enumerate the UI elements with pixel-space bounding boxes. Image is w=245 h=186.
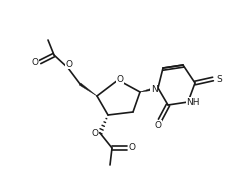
Text: O: O <box>128 144 135 153</box>
Text: N: N <box>151 84 157 94</box>
Text: O: O <box>91 129 98 139</box>
Text: S: S <box>216 75 222 84</box>
Polygon shape <box>140 86 158 92</box>
Polygon shape <box>79 83 97 96</box>
Text: O: O <box>155 121 161 129</box>
Text: O: O <box>32 57 38 67</box>
Text: NH: NH <box>186 97 200 107</box>
Text: O: O <box>65 60 73 68</box>
Text: O: O <box>117 75 123 84</box>
